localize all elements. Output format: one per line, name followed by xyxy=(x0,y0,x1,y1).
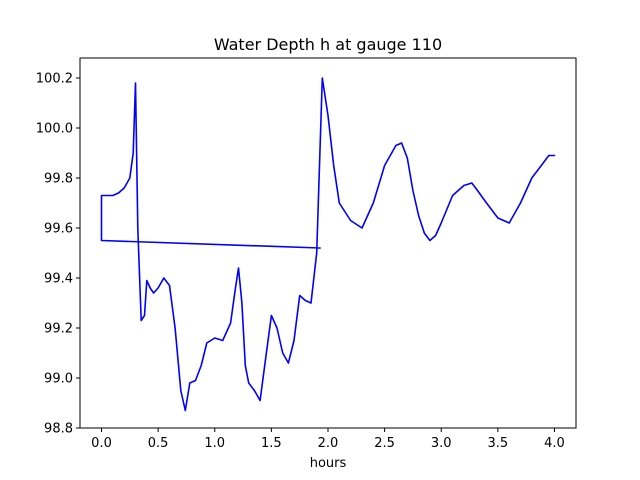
x-tick-label: 3.0 xyxy=(431,436,452,451)
x-tick-label: 1.5 xyxy=(261,436,282,451)
x-axis-label: hours xyxy=(310,456,347,471)
x-tick-label: 4.0 xyxy=(544,436,565,451)
x-tick-label: 2.0 xyxy=(318,436,339,451)
y-tick-label: 100.2 xyxy=(36,72,73,87)
plot-area xyxy=(100,77,556,412)
y-tick-label: 99.2 xyxy=(44,322,73,337)
y-tick-label: 100.0 xyxy=(36,122,73,137)
series-line xyxy=(100,77,556,412)
x-tick-label: 3.5 xyxy=(488,436,509,451)
x-tick-label: 2.5 xyxy=(374,436,395,451)
y-tick-label: 99.4 xyxy=(44,272,73,287)
x-tick-label: 1.0 xyxy=(204,436,225,451)
y-tick-label: 98.8 xyxy=(44,422,73,437)
x-axis: 0.0 0.5 1.0 1.5 2.0 2.5 3.0 3.5 4.0 xyxy=(91,428,565,451)
y-tick-label: 99.8 xyxy=(44,172,73,187)
chart-title: Water Depth h at gauge 110 xyxy=(214,35,442,54)
x-tick-label: 0.5 xyxy=(148,436,169,451)
x-tick-label: 0.0 xyxy=(91,436,112,451)
y-tick-label: 99.6 xyxy=(44,222,73,237)
y-tick-label: 99.0 xyxy=(44,372,73,387)
y-axis: 98.8 99.0 99.2 99.4 99.6 99.8 100.0 100.2 xyxy=(36,72,80,437)
